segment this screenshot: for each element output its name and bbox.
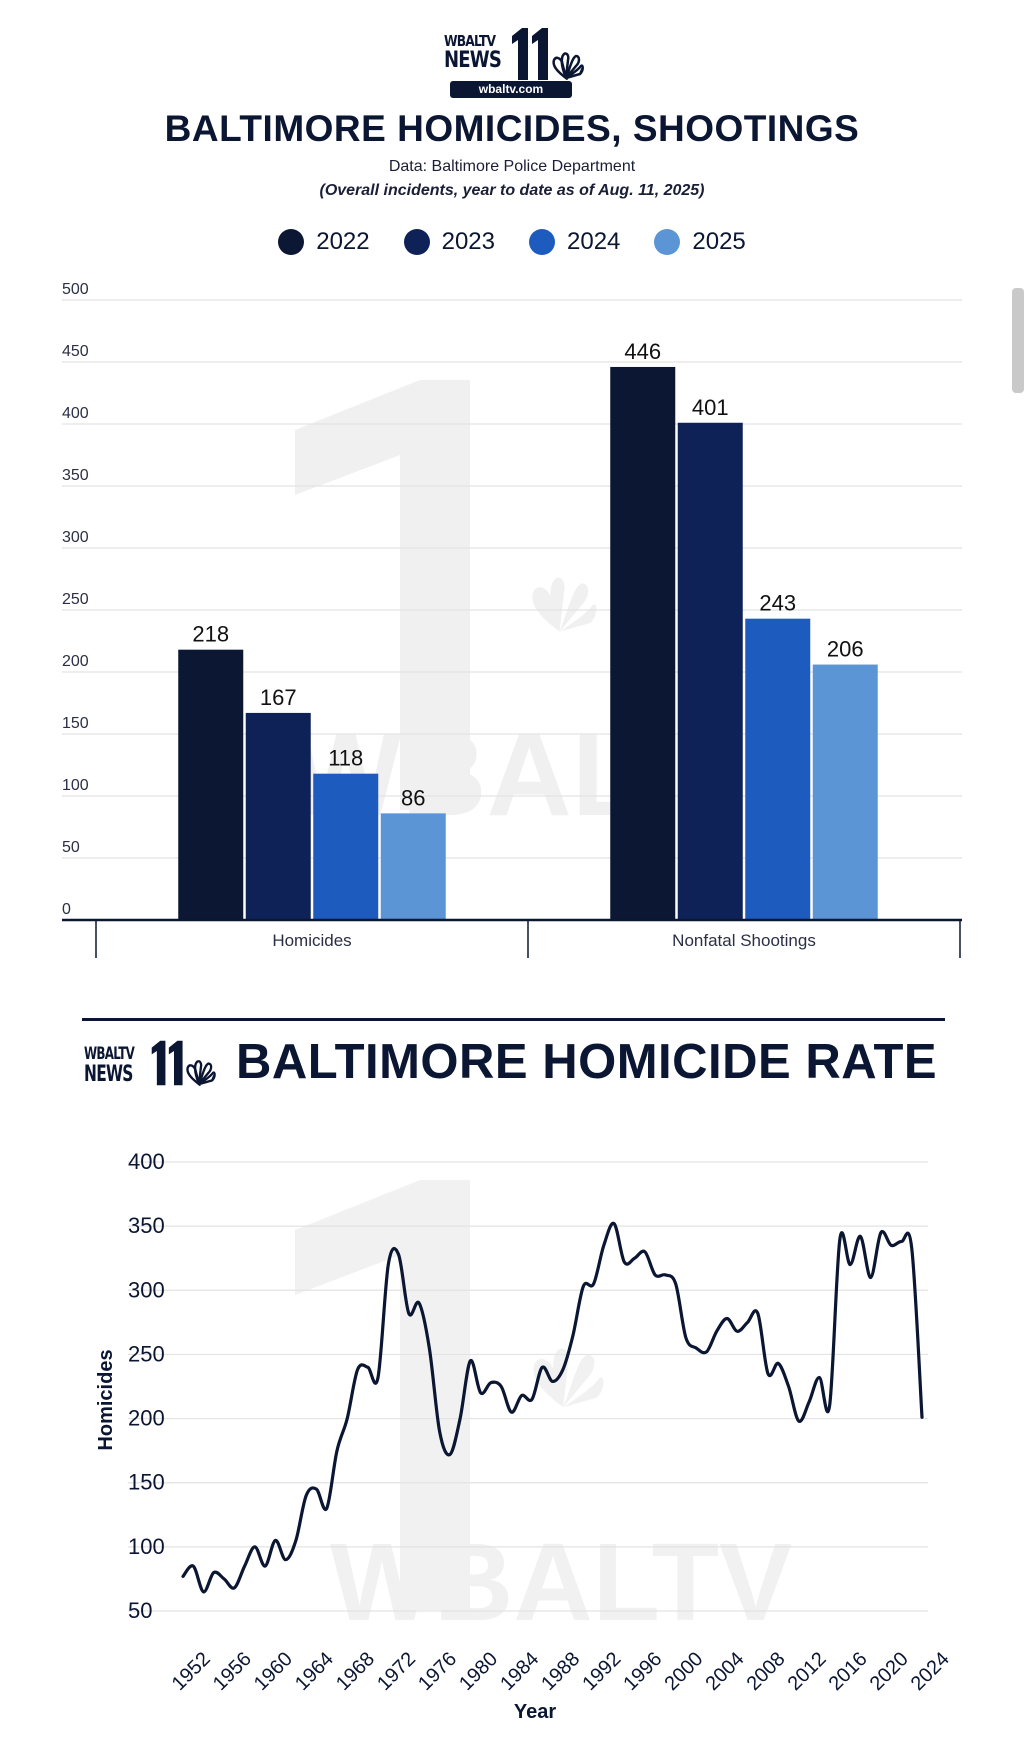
legend-swatch-2023 xyxy=(403,229,430,255)
legend-item-2023: 2023 xyxy=(403,228,495,256)
y-tick-label: 200 xyxy=(128,1406,165,1431)
bar-value-label: 167 xyxy=(260,685,297,710)
legend-label-2024: 2024 xyxy=(567,228,621,255)
channel-11-logo-icon xyxy=(151,1040,183,1086)
channel-11-logo-icon xyxy=(512,28,548,80)
legend-label-2023: 2023 xyxy=(441,228,495,255)
y-tick-label: 350 xyxy=(62,467,89,484)
date-note: (Overall incidents, year to date as of A… xyxy=(319,182,705,199)
x-tick-label: 2004 xyxy=(701,1648,748,1695)
chart-title: BALTIMORE HOMICIDES, SHOOTINGS xyxy=(164,108,860,149)
category-label: Nonfatal Shootings xyxy=(672,931,816,950)
x-axis-label: Year xyxy=(514,1701,556,1723)
y-tick-label: 250 xyxy=(128,1341,165,1366)
x-tick-label: 2024 xyxy=(907,1648,954,1695)
x-tick-label: 1956 xyxy=(209,1648,256,1695)
bar-value-label: 218 xyxy=(192,622,229,647)
x-tick-label: 2008 xyxy=(743,1648,790,1695)
y-tick-label: 400 xyxy=(128,1149,165,1174)
scrollbar-thumb[interactable] xyxy=(1012,288,1024,393)
bar-value-label: 118 xyxy=(328,746,363,771)
x-tick-label: 2016 xyxy=(825,1648,872,1695)
x-tick-label: 1988 xyxy=(537,1648,584,1695)
x-tick-label: 1996 xyxy=(619,1648,666,1695)
bar-2023-0 xyxy=(245,712,311,920)
bar-2022-0 xyxy=(178,649,244,920)
y-tick-label: 200 xyxy=(62,653,89,670)
wbaltv-news-logo: WBALTV NEWS wbaltv.com xyxy=(440,24,590,100)
homicide-rate-title: BALTIMORE HOMICIDE RATE xyxy=(236,1035,938,1089)
y-tick-label: 350 xyxy=(128,1213,165,1238)
y-tick-label: 400 xyxy=(62,405,89,422)
x-tick-label: 1964 xyxy=(291,1648,338,1695)
bar-value-labels: 218 167 118 86 446 401 243 206 xyxy=(192,339,863,810)
bar-2024-0 xyxy=(313,773,379,920)
x-tick-label: 2012 xyxy=(784,1648,831,1695)
x-tick-label: 1972 xyxy=(373,1648,420,1695)
bar-value-label: 401 xyxy=(692,395,729,420)
legend-label-2022: 2022 xyxy=(316,228,370,255)
x-tick-label: 2020 xyxy=(866,1648,913,1695)
y-tick-label: 150 xyxy=(62,715,89,732)
y-tick-label: 250 xyxy=(62,591,89,608)
nbc-peacock-icon xyxy=(552,52,584,80)
bar-2025-1 xyxy=(812,664,878,920)
legend-item-2024: 2024 xyxy=(529,228,620,256)
x-axis: Homicides Nonfatal Shootings xyxy=(62,918,962,958)
bar-value-label: 446 xyxy=(624,339,661,364)
watermark-text: WBALTV xyxy=(330,1521,792,1644)
y-tick-labels: 0 50 100 150 200 250 300 350 400 450 500 xyxy=(62,281,89,918)
y-tick-label: 100 xyxy=(128,1534,165,1559)
bar-value-label: 206 xyxy=(827,637,864,662)
legend-label-2025: 2025 xyxy=(692,228,746,255)
x-tick-label: 2000 xyxy=(660,1648,707,1695)
x-tick-label: 1980 xyxy=(455,1648,502,1695)
bar-value-label: 243 xyxy=(759,591,796,616)
section-divider xyxy=(82,1018,945,1021)
x-tick-label: 1992 xyxy=(578,1648,625,1695)
data-source: Data: Baltimore Police Department xyxy=(388,158,636,175)
x-tick-label: 1952 xyxy=(168,1648,215,1695)
bar-2024-1 xyxy=(745,618,811,920)
y-tick-label: 300 xyxy=(128,1277,165,1302)
bars xyxy=(178,366,878,921)
homicides-series-line xyxy=(181,1221,924,1594)
legend-item-2025: 2025 xyxy=(654,228,746,256)
legend-swatch-2022 xyxy=(278,229,305,255)
y-tick-label: 300 xyxy=(62,529,89,546)
y-tick-label: 0 xyxy=(62,901,71,918)
y-tick-label: 150 xyxy=(128,1470,165,1495)
y-tick-label: 100 xyxy=(62,777,89,794)
y-tick-label: 50 xyxy=(128,1598,152,1623)
website-url-badge: wbaltv.com xyxy=(450,81,572,98)
x-tick-label: 1976 xyxy=(414,1648,461,1695)
bar-value-label: 86 xyxy=(401,785,425,810)
y-tick-label: 450 xyxy=(62,343,89,360)
wbaltv-news-logo-small: WBALTV NEWS xyxy=(84,1036,224,1092)
bar-2025-0 xyxy=(380,813,446,920)
y-tick-label: 50 xyxy=(62,839,80,856)
legend: 2022 2023 2024 2025 xyxy=(0,228,1024,256)
bar-2022-1 xyxy=(610,366,676,921)
bar-2023-1 xyxy=(677,422,743,920)
legend-swatch-2024 xyxy=(529,229,555,255)
y-tick-label: 500 xyxy=(62,281,89,298)
y-tick-labels: 50 100 150 200 250 300 350 400 xyxy=(128,1149,165,1623)
x-tick-label: 1960 xyxy=(250,1648,297,1695)
y-axis-label: Homicides xyxy=(95,1349,117,1450)
x-tick-label: 1984 xyxy=(496,1648,543,1695)
legend-item-2022: 2022 xyxy=(278,228,370,256)
nbc-peacock-icon xyxy=(186,1060,216,1086)
x-tick-label: 1968 xyxy=(332,1648,379,1695)
watermark: WBALTV xyxy=(295,1180,792,1644)
x-tick-labels: 1952195619601964196819721976198019841988… xyxy=(168,1648,954,1695)
category-label: Homicides xyxy=(272,931,351,950)
legend-swatch-2025 xyxy=(654,229,681,255)
y-grid xyxy=(128,1161,928,1612)
